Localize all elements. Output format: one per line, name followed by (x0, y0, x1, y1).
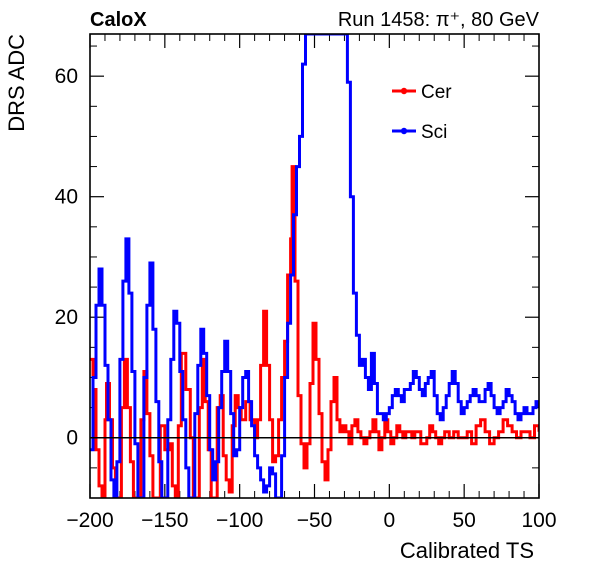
x-tick-label: 50 (452, 509, 475, 532)
run-label: Run 1458: π⁺, 80 GeV (338, 9, 540, 31)
legend-label-cer: Cer (421, 82, 452, 103)
y-tick-label: 60 (55, 65, 78, 88)
legend-entry-cer: Cer (392, 82, 452, 103)
experiment-label: CaloX (90, 9, 147, 31)
x-tick-label: 0 (383, 509, 395, 532)
plot-frame (89, 33, 540, 499)
series-line-cer (90, 165, 539, 498)
x-tick-label: 100 (521, 509, 556, 532)
y-axis-label: DRS ADC (4, 34, 29, 132)
x-axis-label: Calibrated TS (400, 538, 534, 563)
axis-ticks: −200 −150 −100 −50 0 50 100 0 20 40 60 (55, 34, 557, 532)
x-tick-label: −50 (297, 509, 333, 532)
legend-label-sci: Sci (421, 122, 447, 143)
series-line-sci (90, 34, 539, 498)
x-tick-label: −100 (216, 509, 263, 532)
x-tick-label: −200 (66, 509, 113, 532)
x-tick-label: −150 (141, 509, 188, 532)
legend-marker-cer (400, 87, 408, 95)
y-tick-label: 40 (55, 186, 78, 209)
legend: Cer Sci (392, 82, 452, 143)
y-tick-label: 0 (66, 427, 78, 450)
y-tick-label: 20 (55, 306, 78, 329)
series-group (90, 34, 539, 498)
legend-marker-sci (400, 127, 408, 135)
legend-entry-sci: Sci (392, 122, 447, 143)
